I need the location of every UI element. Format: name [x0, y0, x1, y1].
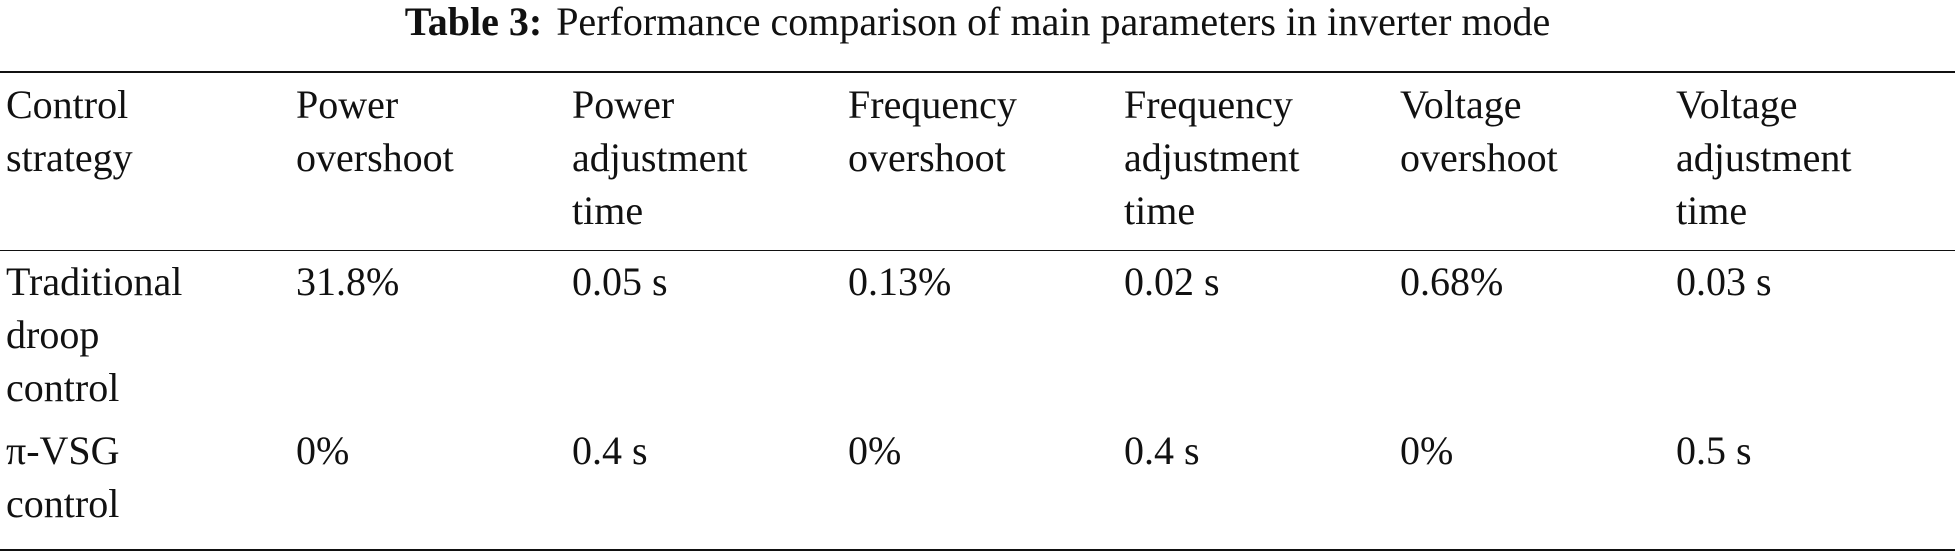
cell-voltage-adjustment-time: 0.03 s	[1676, 259, 1772, 304]
cell-control-strategy: π-VSG control	[6, 428, 120, 526]
cell-voltage-adjustment-time: 0.5 s	[1676, 428, 1752, 473]
table-top-rule	[0, 71, 1955, 73]
table-caption-text: Performance comparison of main parameter…	[556, 0, 1551, 44]
cell-frequency-adjustment-time: 0.02 s	[1124, 259, 1220, 304]
cell-frequency-overshoot: 0.13%	[848, 259, 952, 304]
cell-frequency-overshoot: 0%	[848, 428, 902, 473]
table-row: Traditional droop control 31.8% 0.05 s 0…	[0, 247, 1955, 416]
cell-power-adjustment-time: 0.4 s	[572, 428, 648, 473]
cell-frequency-adjustment-time: 0.4 s	[1124, 428, 1200, 473]
table-row: π-VSG control 0% 0.4 s 0% 0.4 s 0% 0.5 s	[0, 416, 1955, 540]
header-voltage-overshoot: Voltage overshoot	[1400, 82, 1558, 180]
header-row: Control strategy Power overshoot Power a…	[0, 78, 1955, 247]
header-control-strategy: Control strategy	[6, 82, 133, 180]
cell-power-adjustment-time: 0.05 s	[572, 259, 668, 304]
cell-power-overshoot: 0%	[296, 428, 350, 473]
cell-voltage-overshoot: 0.68%	[1400, 259, 1504, 304]
header-voltage-adjustment-time: Voltage adjustment time	[1676, 82, 1852, 233]
header-power-overshoot: Power overshoot	[296, 82, 454, 180]
table-bottom-rule	[0, 549, 1955, 551]
header-power-adjustment-time: Power adjustment time	[572, 82, 748, 233]
cell-power-overshoot: 31.8%	[296, 259, 400, 304]
header-frequency-adjustment-time: Frequency adjustment time	[1124, 82, 1300, 233]
table-caption: Table 3: Performance comparison of main p…	[0, 0, 1955, 44]
table-header-rule	[0, 250, 1955, 251]
header-frequency-overshoot: Frequency overshoot	[848, 82, 1017, 180]
cell-voltage-overshoot: 0%	[1400, 428, 1454, 473]
performance-comparison-table: Control strategy Power overshoot Power a…	[0, 78, 1955, 540]
cell-control-strategy: Traditional droop control	[6, 259, 183, 410]
table-caption-label: Table 3:	[404, 0, 543, 44]
